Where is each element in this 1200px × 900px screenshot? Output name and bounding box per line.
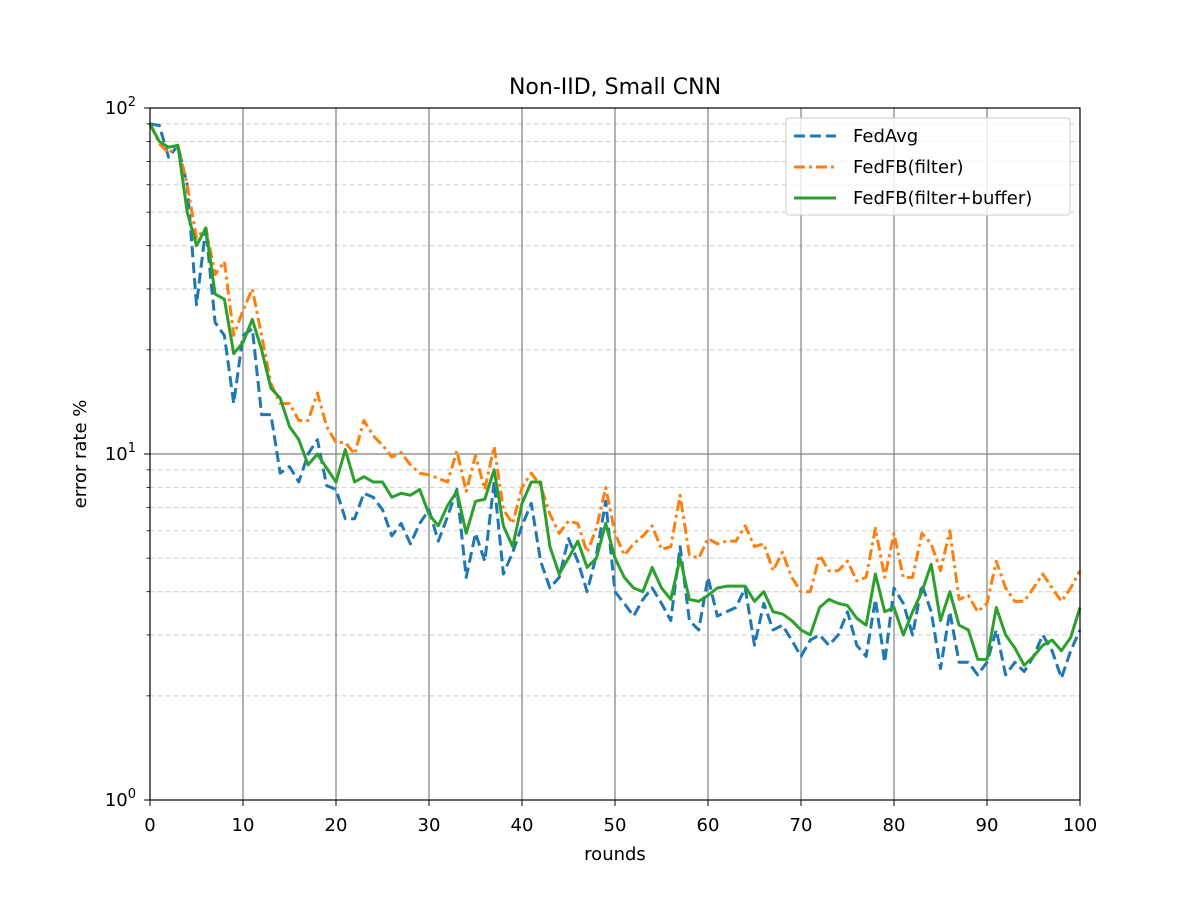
x-tick-label: 70 bbox=[790, 815, 813, 836]
y-tick-label: 100 bbox=[105, 787, 136, 811]
legend-label: FedFB(filter+buffer) bbox=[853, 188, 1032, 209]
series-line-2 bbox=[148, 123, 1082, 667]
y-tick-label: 102 bbox=[105, 95, 136, 119]
x-tick-label: 40 bbox=[511, 815, 534, 836]
x-tick-label: 90 bbox=[976, 815, 999, 836]
legend-box bbox=[785, 117, 1071, 216]
x-tick-label: 80 bbox=[883, 815, 906, 836]
y-tick-base: 10 bbox=[105, 98, 128, 119]
y-tick-exponent: 1 bbox=[128, 441, 136, 456]
y-axis-title: error rate % bbox=[70, 400, 91, 509]
chart-title: Non-IID, Small CNN bbox=[509, 75, 721, 100]
legend-label: FedAvg bbox=[853, 126, 918, 147]
x-tick-label: 20 bbox=[325, 815, 348, 836]
legend: FedAvg FedFB(filter) FedFB(filter+buffer) bbox=[785, 117, 1071, 216]
x-tick-label: 10 bbox=[232, 815, 255, 836]
x-tick-label: 100 bbox=[1063, 815, 1097, 836]
x-tick-label: 60 bbox=[697, 815, 720, 836]
y-tick-label: 101 bbox=[105, 441, 136, 465]
y-tick-exponent: 2 bbox=[128, 95, 136, 110]
legend-label: FedFB(filter) bbox=[853, 157, 964, 178]
x-axis-title: rounds bbox=[584, 844, 646, 865]
y-tick-base: 10 bbox=[105, 444, 128, 465]
series-line-0 bbox=[149, 122, 1082, 680]
y-tick-base: 10 bbox=[105, 790, 128, 811]
x-tick-label: 30 bbox=[418, 815, 441, 836]
x-tick-label: 0 bbox=[144, 815, 155, 836]
x-tick-label: 50 bbox=[604, 815, 627, 836]
y-tick-exponent: 0 bbox=[128, 787, 136, 802]
series-lines bbox=[148, 122, 1082, 680]
